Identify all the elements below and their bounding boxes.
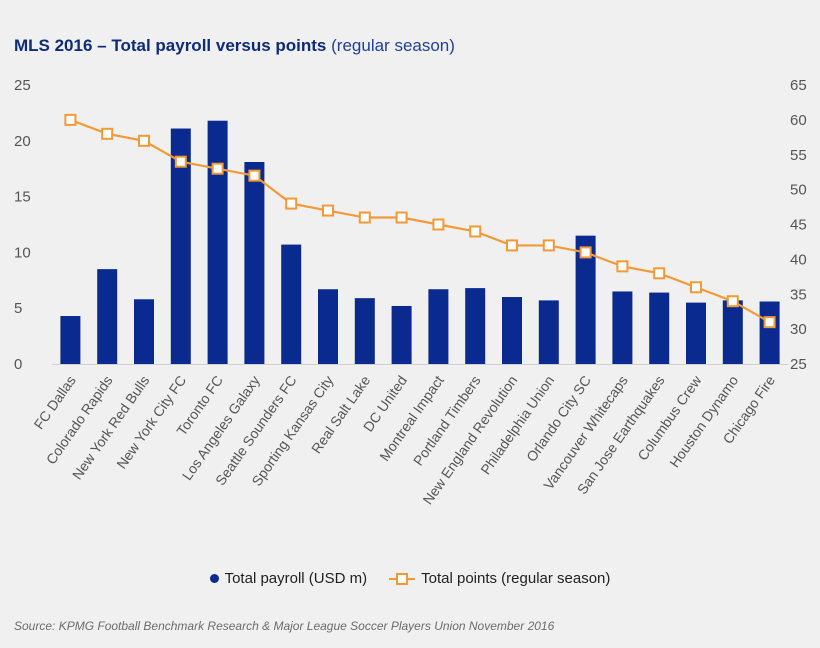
points-marker xyxy=(653,267,666,280)
bar-payroll xyxy=(649,292,670,364)
chart-legend: Total payroll (USD m) Total points (regu… xyxy=(0,570,820,587)
bar-payroll xyxy=(612,291,633,364)
y-right-tick-label: 50 xyxy=(790,182,807,199)
points-marker xyxy=(763,316,776,329)
points-marker xyxy=(542,239,555,252)
y-left-tick-label: 20 xyxy=(14,133,31,150)
chart-title-main: MLS 2016 – Total payroll versus points xyxy=(14,36,327,55)
y-right-tick-label: 45 xyxy=(790,217,807,234)
bar-payroll xyxy=(244,162,265,364)
bar-payroll xyxy=(354,298,375,364)
points-marker xyxy=(726,295,739,308)
legend-payroll-marker-icon xyxy=(209,574,219,583)
points-marker xyxy=(395,211,408,224)
bar-payroll xyxy=(281,244,302,364)
y-left-tick-label: 0 xyxy=(14,356,22,373)
y-right-tick-label: 60 xyxy=(790,112,807,129)
legend-points-marker-icon xyxy=(389,572,416,585)
points-marker xyxy=(579,246,592,259)
points-marker xyxy=(690,281,702,294)
bar-payroll xyxy=(428,289,449,364)
y-left-tick-label: 10 xyxy=(14,244,31,261)
y-left-tick-label: 25 xyxy=(14,77,31,94)
bar-payroll xyxy=(575,235,596,364)
y-right-tick-label: 35 xyxy=(790,286,807,303)
points-marker xyxy=(322,204,334,217)
legend-payroll-label: Total payroll (USD m) xyxy=(224,570,368,587)
legend-item-points: Total points (regular season) xyxy=(389,570,610,587)
bar-payroll xyxy=(538,300,559,364)
bar-payroll xyxy=(686,302,706,364)
chart-title: MLS 2016 – Total payroll versus points (… xyxy=(14,36,455,56)
y-right-tick-label: 30 xyxy=(790,321,807,338)
legend-points-label: Total points (regular season) xyxy=(421,570,611,587)
bar-payroll xyxy=(170,128,191,364)
chart-title-subtitle: (regular season) xyxy=(331,36,455,55)
points-marker xyxy=(248,169,261,182)
points-marker xyxy=(64,113,77,126)
bar-payroll xyxy=(97,269,118,364)
bar-payroll xyxy=(60,316,81,364)
points-marker xyxy=(138,134,150,147)
bar-payroll xyxy=(207,120,228,364)
points-marker xyxy=(432,218,445,231)
bar-payroll xyxy=(391,305,412,364)
y-right-tick-label: 25 xyxy=(790,356,807,373)
points-marker xyxy=(358,211,371,224)
bar-payroll xyxy=(134,299,154,364)
bar-payroll xyxy=(502,297,522,364)
y-right-tick-label: 55 xyxy=(790,147,807,164)
points-marker xyxy=(101,127,114,140)
points-marker xyxy=(211,162,224,175)
points-marker xyxy=(174,155,187,168)
y-left-tick-label: 5 xyxy=(14,300,22,317)
points-series-line xyxy=(70,118,771,324)
x-category-label: Colorado Rapids xyxy=(43,373,116,468)
source-note: Source: KPMG Football Benchmark Research… xyxy=(14,619,555,633)
points-marker xyxy=(469,225,482,238)
legend-item-payroll: Total payroll (USD m) xyxy=(209,570,368,587)
points-marker xyxy=(285,197,298,210)
bar-payroll xyxy=(465,288,486,364)
y-right-tick-label: 65 xyxy=(790,77,807,94)
y-left-tick-label: 15 xyxy=(14,189,31,206)
bar-payroll xyxy=(722,300,743,364)
points-marker xyxy=(506,239,518,252)
y-right-tick-label: 40 xyxy=(790,251,807,268)
points-marker xyxy=(616,260,629,273)
bar-payroll xyxy=(759,301,780,364)
bar-payroll xyxy=(318,289,338,364)
